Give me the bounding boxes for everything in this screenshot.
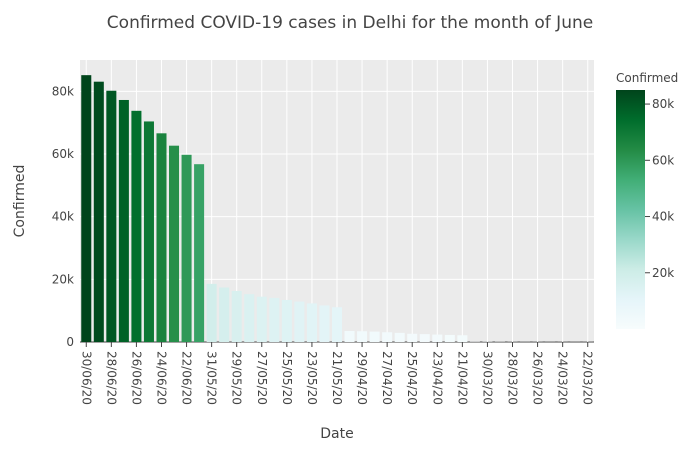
bar [432,334,443,342]
chart-title: Confirmed COVID-19 cases in Delhi for th… [107,13,593,33]
x-tick-label: 28/03/20 [506,351,520,405]
bar [93,81,104,342]
bar [269,297,280,342]
x-tick-label: 22/06/20 [180,351,194,405]
x-tick-label: 30/06/20 [79,351,93,405]
x-tick-label: 22/03/20 [581,351,595,405]
x-tick-label: 29/04/20 [355,351,369,405]
bar [81,75,92,342]
y-tick-label: 40k [52,210,74,224]
x-tick-label: 28/06/20 [104,351,118,405]
bar [118,99,129,343]
bar [181,154,192,342]
x-tick-label: 26/03/20 [531,351,545,405]
x-tick-label: 25/05/20 [280,351,294,405]
colorbar-title: Confirmed [616,71,678,85]
bar [206,283,217,342]
colorbar-tick-label: 80k [652,97,674,111]
colorbar [616,90,645,329]
bar [457,335,468,342]
bar [256,296,267,342]
bar [407,333,418,342]
x-tick-label: 31/05/20 [205,351,219,405]
colorbar-tick-label: 20k [652,266,674,280]
bar [231,290,242,342]
y-tick-label: 20k [52,272,74,286]
x-tick-label: 27/05/20 [255,351,269,405]
bar [219,287,230,342]
bar [419,334,430,342]
y-tick-label: 60k [52,147,74,161]
x-tick-label: 29/05/20 [230,351,244,405]
bar [169,145,180,342]
x-tick-label: 30/03/20 [480,351,494,405]
x-axis-title: Date [320,426,353,442]
bar [331,307,343,342]
bar [131,110,142,343]
x-tick-label: 23/05/20 [305,351,319,405]
bar [357,331,368,342]
bar [294,301,305,342]
x-tick-label: 27/04/20 [380,351,394,405]
y-tick-label: 0 [66,335,74,349]
colorbar-tick-label: 60k [652,153,674,167]
bar [143,121,154,342]
bar [394,332,405,342]
bar [156,133,167,342]
x-tick-label: 21/04/20 [455,351,469,405]
x-tick-label: 25/04/20 [405,351,419,405]
x-tick-label: 21/05/20 [330,351,344,405]
bar [194,164,205,342]
bar [382,332,393,342]
bar-series [81,75,593,343]
bar [444,334,455,342]
x-tick-label: 24/06/20 [154,351,168,405]
bar [369,331,380,342]
bar [306,303,317,342]
colorbar-ticks: 20k 40k 60k 80k [645,97,674,280]
bar [244,294,255,342]
x-tick-label: 24/03/20 [556,351,570,405]
y-axis: 0 20k 40k 60k 80k [52,84,74,349]
bar [319,305,330,342]
colorbar-tick-label: 40k [652,210,674,224]
x-tick-label: 26/06/20 [129,351,143,405]
x-tick-label: 23/04/20 [430,351,444,405]
bar [106,90,117,343]
bar [281,299,292,342]
bar [344,330,355,342]
y-axis-title: Confirmed [12,165,28,238]
y-tick-label: 80k [52,84,74,98]
x-axis: 30/06/20 28/06/20 26/06/20 24/06/20 22/06/20… [79,342,595,405]
